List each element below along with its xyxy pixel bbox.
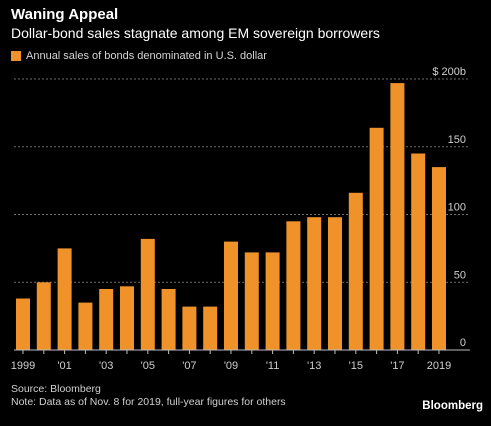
y-tick-label: 150: [448, 134, 466, 146]
bar: [224, 241, 238, 350]
source-note: Source: Bloomberg: [11, 383, 101, 395]
bar: [57, 248, 72, 350]
footnote: Note: Data as of Nov. 8 for 2019, full-y…: [11, 396, 286, 408]
legend: Annual sales of bonds denominated in U.S…: [11, 50, 267, 62]
bar: [161, 289, 176, 350]
bar: [78, 302, 93, 350]
x-tick-label: '03: [99, 360, 113, 372]
bar: [432, 167, 446, 350]
y-tick-label: 100: [448, 202, 466, 214]
x-tick-label: 1999: [11, 360, 35, 372]
y-tick-label: 50: [454, 269, 466, 281]
bar: [265, 252, 280, 350]
bar: [244, 252, 259, 350]
x-tick-label: '05: [141, 360, 155, 372]
x-tick-label: '13: [307, 360, 321, 372]
y-tick-label: $ 200b: [432, 66, 466, 78]
bar: [120, 286, 134, 350]
bar: [286, 221, 301, 350]
bar: [369, 127, 384, 350]
legend-label: Annual sales of bonds denominated in U.S…: [26, 50, 267, 62]
bar: [348, 192, 363, 350]
x-tick-label: '17: [390, 360, 404, 372]
bar: [307, 217, 322, 350]
chart-title: Waning Appeal: [11, 6, 119, 23]
x-tick-label: '01: [57, 360, 71, 372]
bar: [390, 83, 405, 350]
x-tick-label: 2019: [427, 360, 451, 372]
bar: [203, 306, 218, 350]
bar: [140, 238, 155, 350]
bloomberg-logo: Bloomberg: [422, 400, 483, 412]
bar: [328, 217, 342, 350]
x-tick-label: '11: [266, 360, 280, 372]
bar: [36, 282, 51, 351]
bar: [16, 298, 30, 350]
bar: [182, 306, 197, 350]
chart-subtitle: Dollar-bond sales stagnate among EM sove…: [11, 25, 380, 41]
x-tick-label: '15: [349, 360, 363, 372]
x-tick-label: '09: [224, 360, 238, 372]
y-tick-label: 0: [460, 337, 466, 349]
bar: [411, 153, 426, 350]
x-tick-label: '07: [182, 360, 196, 372]
bar: [99, 289, 114, 350]
legend-swatch: [11, 51, 21, 61]
